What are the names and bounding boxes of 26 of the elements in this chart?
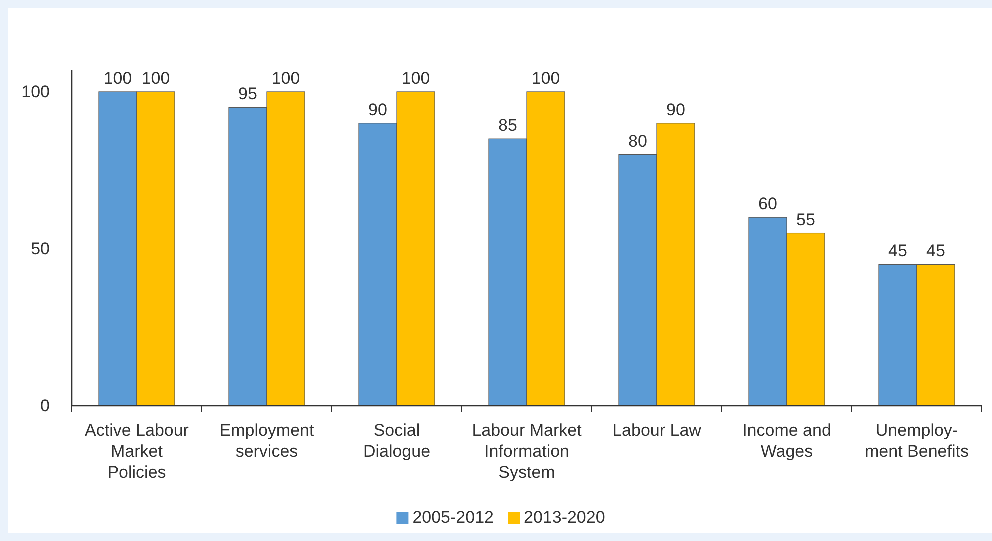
x-tick-label: Labour Law [612,421,702,440]
y-tick-label: 50 [31,239,50,258]
data-label: 100 [532,68,560,88]
legend-label: 2005-2012 [412,508,494,527]
data-label: 55 [796,210,816,230]
x-tick-label: Employment services [220,421,315,461]
data-label: 90 [368,100,388,120]
x-tick-label: Active Labour Market Policies [85,421,190,482]
data-label: 45 [926,242,946,261]
data-label: 100 [104,68,132,88]
data-label: 85 [498,116,518,136]
y-tick-label: 0 [40,396,50,416]
data-label: 100 [272,68,300,88]
y-tick-label: 100 [22,82,50,102]
data-label: 80 [628,132,648,151]
x-tick-label: Labour Market Information System [472,421,582,482]
x-tick-label: Social Dialogue [363,421,431,461]
data-label: 100 [402,68,430,88]
data-label: 100 [142,68,170,88]
data-label: 95 [238,84,258,104]
legend-label: 2013-2020 [524,508,606,527]
data-label: 60 [758,194,778,214]
x-tick-label: Unemploy- ment Benefits [865,421,969,461]
data-label: 90 [666,100,686,120]
x-tick-label: Income and Wages [742,421,832,461]
data-label: 45 [888,242,908,261]
